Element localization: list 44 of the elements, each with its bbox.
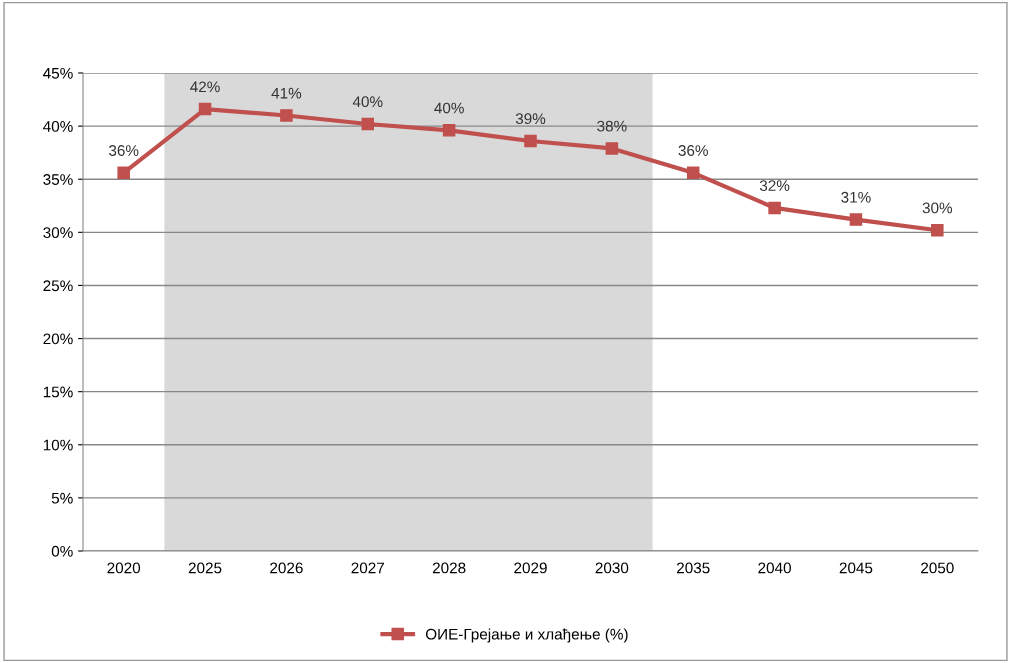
x-tick-label: 2028 <box>432 562 466 574</box>
data-label: 38% <box>597 120 627 132</box>
x-tick-label: 2040 <box>758 562 791 574</box>
point <box>280 109 293 122</box>
y-tick-label: 35% <box>43 174 73 185</box>
x-tick-label: 2029 <box>514 562 547 574</box>
x-tick-label: 2045 <box>839 562 873 574</box>
y-tick-label: 20% <box>43 333 73 345</box>
y-tick-label: 15% <box>43 386 73 398</box>
y-tick-label: 25% <box>43 280 73 292</box>
point <box>931 223 944 237</box>
point <box>198 102 212 116</box>
data-label: 31% <box>841 191 871 203</box>
point <box>361 117 375 131</box>
x-tick-label: 2026 <box>270 562 303 574</box>
point <box>605 142 619 155</box>
data-label: 32% <box>759 180 790 191</box>
data-label: 42% <box>190 81 220 93</box>
point <box>849 213 863 226</box>
point <box>442 124 456 137</box>
x-tick-label: 2035 <box>677 562 710 574</box>
y-tick-label: 30% <box>43 227 73 239</box>
point <box>768 201 781 215</box>
x-tick-label: 2020 <box>107 562 141 574</box>
x-tick-label: 2030 <box>595 562 629 574</box>
point <box>117 166 130 180</box>
data-label: 41% <box>271 87 302 99</box>
data-label: 40% <box>352 96 383 108</box>
point <box>686 166 700 180</box>
data-label: 30% <box>922 202 953 214</box>
y-tick-label: 5% <box>51 492 73 504</box>
data-label: 39% <box>515 113 546 125</box>
x-tick-label: 2025 <box>188 562 222 574</box>
data-label: 40% <box>434 102 464 114</box>
y-tick-label: 10% <box>43 439 73 451</box>
point <box>524 134 537 148</box>
x-tick-label: 2027 <box>351 562 384 574</box>
data-label: 36% <box>678 145 708 156</box>
y-tick-label: 40% <box>43 120 73 132</box>
legend-label: ОИЕ-Грејање и хлађење (%) <box>425 628 628 643</box>
data-label: 36% <box>108 145 139 156</box>
y-tick-label: 0% <box>51 545 73 557</box>
y-tick-label: 45% <box>43 67 73 79</box>
x-tick-label: 2050 <box>921 562 954 574</box>
